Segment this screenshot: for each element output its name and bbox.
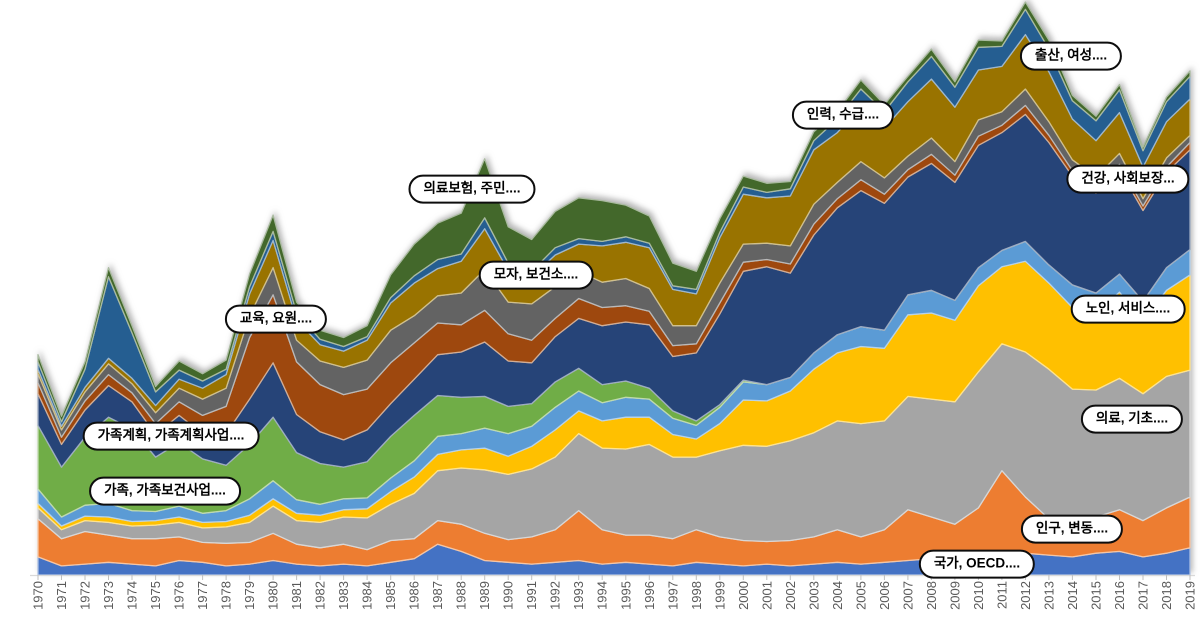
x-axis-year-label: 2003 <box>806 581 821 610</box>
x-axis-year-label: 2009 <box>947 581 962 610</box>
x-axis-year-label: 1987 <box>430 581 445 610</box>
x-axis-year-label: 1990 <box>501 581 516 610</box>
callout-label: 인력, 수급.... <box>791 100 895 130</box>
x-axis-year-label: 2000 <box>736 581 751 610</box>
x-axis-year-label: 2011 <box>994 581 1009 609</box>
x-axis-year-label: 1993 <box>571 581 586 610</box>
x-axis-year-label: 2014 <box>1065 581 1080 610</box>
x-axis-year-label: 1973 <box>101 581 116 610</box>
x-axis-year-label: 2002 <box>783 581 798 610</box>
x-axis-year-label: 1972 <box>78 581 93 610</box>
x-axis-year-label: 1999 <box>712 581 727 610</box>
x-axis-year-label: 1977 <box>195 581 210 610</box>
callout-label: 가족, 가족보건사업.... <box>89 476 241 506</box>
x-axis-year-label: 2016 <box>1112 581 1127 610</box>
x-axis-year-label: 2001 <box>759 581 774 610</box>
x-axis-year-label: 1982 <box>313 581 328 610</box>
callout-label: 건강, 사회보장... <box>1066 164 1190 194</box>
chart-areas <box>37 1 1191 576</box>
callout-label: 노인, 서비스.... <box>1070 294 1186 324</box>
x-axis-year-label: 1974 <box>125 581 140 610</box>
x-axis-year-label: 1983 <box>336 581 351 610</box>
x-axis-year-label: 2008 <box>924 581 939 610</box>
x-axis-year-label: 1970 <box>31 581 46 610</box>
callout-label: 가족계획, 가족계획사업.... <box>82 421 260 451</box>
x-axis-labels: 1970 1971 1972 1973 1974 1975 1976 1977 1978 1979… <box>31 581 1198 610</box>
x-axis-year-label: 1995 <box>618 581 633 610</box>
x-axis-year-label: 1979 <box>242 581 257 610</box>
x-axis-year-label: 2017 <box>1136 581 1151 610</box>
area-series-12 <box>37 1 1191 423</box>
x-axis-year-label: 1996 <box>642 581 657 610</box>
x-axis-year-label: 1981 <box>289 581 304 610</box>
x-axis-year-label: 2012 <box>1018 581 1033 610</box>
callout-label: 모자, 보건소.... <box>478 260 594 290</box>
x-axis-year-label: 1978 <box>219 581 234 610</box>
x-axis-year-label: 2013 <box>1041 581 1056 610</box>
x-axis-year-label: 1976 <box>172 581 187 610</box>
x-axis-year-label: 2007 <box>900 581 915 610</box>
callout-label: 의료보험, 주민.... <box>408 174 536 204</box>
x-axis-year-label: 1975 <box>148 581 163 610</box>
x-axis-year-label: 1998 <box>689 581 704 610</box>
x-axis-year-label: 1984 <box>360 581 375 610</box>
x-axis-year-label: 2019 <box>1183 581 1198 610</box>
x-axis-year-label: 2006 <box>877 581 892 610</box>
x-axis-year-label: 1988 <box>454 581 469 610</box>
x-axis-year-label: 2005 <box>853 581 868 610</box>
callout-label: 의료, 기초.... <box>1080 404 1184 434</box>
x-axis-year-label: 1997 <box>665 581 680 610</box>
x-axis-year-label: 2004 <box>830 581 845 610</box>
callout-label: 출산, 여성.... <box>1019 41 1123 71</box>
x-axis-year-label: 2018 <box>1159 581 1174 610</box>
x-axis-year-label: 1985 <box>383 581 398 610</box>
x-axis-year-label: 1994 <box>595 581 610 610</box>
callout-label: 교육, 요원.... <box>224 304 328 334</box>
x-axis-year-label: 1971 <box>54 581 69 610</box>
x-axis-year-label: 1989 <box>477 581 492 610</box>
x-axis-year-label: 1986 <box>407 581 422 610</box>
x-axis-year-label: 2015 <box>1089 581 1104 610</box>
x-axis-year-label: 1980 <box>266 581 281 610</box>
x-axis-year-label: 1991 <box>524 581 539 610</box>
x-axis-year-label: 1992 <box>548 581 563 610</box>
callout-label: 국가, OECD.... <box>918 549 1036 579</box>
callout-label: 인구, 변동.... <box>1020 514 1124 544</box>
x-axis-year-label: 2010 <box>971 581 986 610</box>
